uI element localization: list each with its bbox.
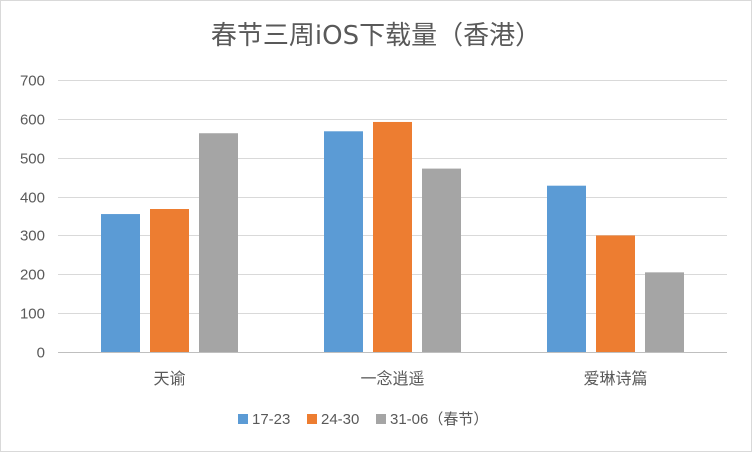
legend-swatch <box>238 414 248 424</box>
y-tick-label: 600 <box>20 112 45 129</box>
legend-label: 24-30 <box>321 411 359 428</box>
legend-label: 31-06（春节） <box>390 411 488 428</box>
y-tick-label: 100 <box>20 306 45 323</box>
y-tick-label: 200 <box>20 267 45 284</box>
bars <box>101 121 684 352</box>
bar-2-1 <box>596 235 635 352</box>
bar-2-0 <box>547 185 586 352</box>
legend-label: 17-23 <box>252 411 290 428</box>
y-tick-label: 400 <box>20 190 45 207</box>
chart-title: 春节三周iOS下载量（香港） <box>211 21 541 51</box>
bar-2-2 <box>645 272 684 352</box>
y-axis-tick-labels: 0 100 200 300 400 500 600 700 <box>20 73 45 362</box>
legend-swatch <box>307 414 317 424</box>
x-category-label: 爱琳诗篇 <box>583 369 647 388</box>
y-tick-label: 500 <box>20 151 45 168</box>
x-category-label: 天谕 <box>153 369 185 388</box>
bar-0-0 <box>101 214 140 352</box>
x-category-label: 一念逍遥 <box>360 369 424 388</box>
x-axis-category-labels: 天谕 一念逍遥 爱琳诗篇 <box>153 369 647 388</box>
legend-swatch <box>376 414 386 424</box>
y-tick-label: 0 <box>37 345 45 362</box>
y-tick-label: 300 <box>20 228 45 245</box>
bar-1-0 <box>324 131 363 352</box>
bar-1-1 <box>373 121 412 352</box>
bar-1-2 <box>422 168 461 352</box>
bar-0-2 <box>199 133 238 352</box>
bar-0-1 <box>150 209 189 352</box>
legend: 17-23 24-30 31-06（春节） <box>238 411 488 428</box>
y-tick-label: 700 <box>20 73 45 90</box>
